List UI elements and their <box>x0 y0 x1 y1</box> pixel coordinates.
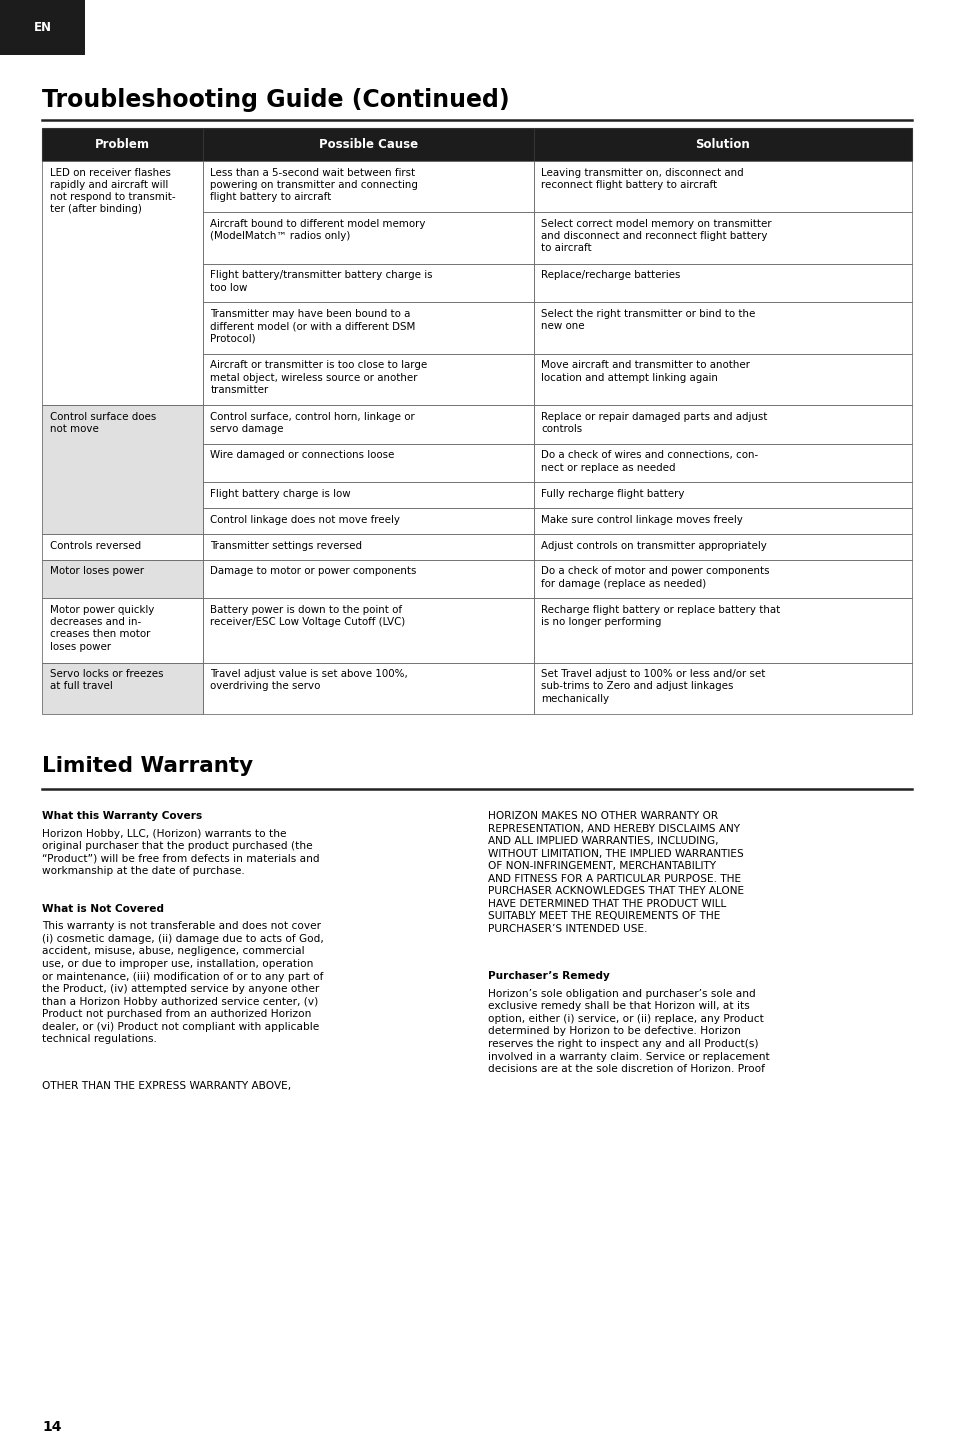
Bar <box>533 560 911 598</box>
Text: Flight battery charge is low: Flight battery charge is low <box>211 489 351 499</box>
Text: Possible Cause: Possible Cause <box>318 138 417 151</box>
Bar <box>42 128 203 161</box>
Bar <box>203 264 533 302</box>
Bar <box>533 302 911 354</box>
Text: Leaving transmitter on, disconnect and
reconnect flight battery to aircraft: Leaving transmitter on, disconnect and r… <box>540 167 743 190</box>
Bar <box>203 508 533 534</box>
Bar <box>203 560 533 598</box>
Text: 14: 14 <box>42 1420 61 1435</box>
Bar <box>533 161 911 212</box>
Bar <box>203 212 533 264</box>
Bar <box>533 212 911 264</box>
Bar <box>203 598 533 662</box>
Text: Less than a 5-second wait between first
powering on transmitter and connecting
f: Less than a 5-second wait between first … <box>211 167 417 202</box>
Text: Replace or repair damaged parts and adjust
controls: Replace or repair damaged parts and adju… <box>540 412 766 434</box>
Text: Controls reversed: Controls reversed <box>50 540 140 550</box>
Bar <box>533 598 911 662</box>
Text: Aircraft or transmitter is too close to large
metal object, wireless source or a: Aircraft or transmitter is too close to … <box>211 360 427 395</box>
Bar <box>0 0 85 55</box>
Bar <box>203 534 533 560</box>
Text: HORIZON MAKES NO OTHER WARRANTY OR
REPRESENTATION, AND HEREBY DISCLAIMS ANY
AND : HORIZON MAKES NO OTHER WARRANTY OR REPRE… <box>488 812 743 934</box>
Bar <box>203 482 533 508</box>
Text: OTHER THAN THE EXPRESS WARRANTY ABOVE,: OTHER THAN THE EXPRESS WARRANTY ABOVE, <box>42 1082 291 1092</box>
Text: Fully recharge flight battery: Fully recharge flight battery <box>540 489 684 499</box>
Bar <box>533 128 911 161</box>
Text: What this Warranty Covers: What this Warranty Covers <box>42 812 202 820</box>
Bar <box>533 534 911 560</box>
Text: Control surface does
not move: Control surface does not move <box>50 412 155 434</box>
Text: Replace/recharge batteries: Replace/recharge batteries <box>540 270 679 280</box>
Bar <box>203 302 533 354</box>
Text: Motor loses power: Motor loses power <box>50 566 144 576</box>
Bar <box>203 128 533 161</box>
Text: Control linkage does not move freely: Control linkage does not move freely <box>211 514 400 524</box>
Text: EN: EN <box>33 20 51 33</box>
Text: Transmitter may have been bound to a
different model (or with a different DSM
Pr: Transmitter may have been bound to a dif… <box>211 309 416 343</box>
Bar <box>533 444 911 482</box>
Bar <box>203 161 533 212</box>
Bar <box>203 662 533 714</box>
Text: Solution: Solution <box>695 138 749 151</box>
Text: Select correct model memory on transmitter
and disconnect and reconnect flight b: Select correct model memory on transmitt… <box>540 219 771 254</box>
Bar <box>533 354 911 405</box>
Text: Adjust controls on transmitter appropriately: Adjust controls on transmitter appropria… <box>540 540 766 550</box>
Text: Horizon Hobby, LLC, (Horizon) warrants to the
original purchaser that the produc: Horizon Hobby, LLC, (Horizon) warrants t… <box>42 829 319 877</box>
Text: Travel adjust value is set above 100%,
overdriving the servo: Travel adjust value is set above 100%, o… <box>211 669 408 691</box>
Bar <box>42 161 203 405</box>
Text: Wire damaged or connections loose: Wire damaged or connections loose <box>211 450 395 460</box>
Text: Troubleshooting Guide (Continued): Troubleshooting Guide (Continued) <box>42 89 509 112</box>
Text: Move aircraft and transmitter to another
location and attempt linking again: Move aircraft and transmitter to another… <box>540 360 749 382</box>
Text: Purchaser’s Remedy: Purchaser’s Remedy <box>488 971 609 982</box>
Text: Control surface, control horn, linkage or
servo damage: Control surface, control horn, linkage o… <box>211 412 415 434</box>
Text: Damage to motor or power components: Damage to motor or power components <box>211 566 416 576</box>
Bar <box>203 405 533 444</box>
Text: Do a check of wires and connections, con-
nect or replace as needed: Do a check of wires and connections, con… <box>540 450 758 472</box>
Bar <box>533 508 911 534</box>
Text: Limited Warranty: Limited Warranty <box>42 756 253 775</box>
Text: Make sure control linkage moves freely: Make sure control linkage moves freely <box>540 514 742 524</box>
Bar <box>533 662 911 714</box>
Text: Problem: Problem <box>95 138 150 151</box>
Bar <box>42 560 203 598</box>
Text: Recharge flight battery or replace battery that
is no longer performing: Recharge flight battery or replace batte… <box>540 605 780 627</box>
Text: Aircraft bound to different model memory
(ModelMatch™ radios only): Aircraft bound to different model memory… <box>211 219 425 241</box>
Text: Horizon’s sole obligation and purchaser’s sole and
exclusive remedy shall be tha: Horizon’s sole obligation and purchaser’… <box>488 989 769 1074</box>
Bar <box>203 444 533 482</box>
Text: Flight battery/transmitter battery charge is
too low: Flight battery/transmitter battery charg… <box>211 270 433 292</box>
Text: Set Travel adjust to 100% or less and/or set
sub-trims to Zero and adjust linkag: Set Travel adjust to 100% or less and/or… <box>540 669 764 704</box>
Text: Transmitter settings reversed: Transmitter settings reversed <box>211 540 362 550</box>
Bar <box>203 354 533 405</box>
Bar <box>42 405 203 534</box>
Bar <box>42 534 203 560</box>
Text: Battery power is down to the point of
receiver/ESC Low Voltage Cutoff (LVC): Battery power is down to the point of re… <box>211 605 405 627</box>
Bar <box>42 598 203 662</box>
Text: Do a check of motor and power components
for damage (replace as needed): Do a check of motor and power components… <box>540 566 769 588</box>
Bar <box>533 482 911 508</box>
Text: LED on receiver flashes
rapidly and aircraft will
not respond to transmit-
ter (: LED on receiver flashes rapidly and airc… <box>50 167 175 215</box>
Bar <box>42 662 203 714</box>
Bar <box>533 264 911 302</box>
Text: What is Not Covered: What is Not Covered <box>42 903 164 913</box>
Text: This warranty is not transferable and does not cover
(i) cosmetic damage, (ii) d: This warranty is not transferable and do… <box>42 922 323 1044</box>
Text: Motor power quickly
decreases and in-
creases then motor
loses power: Motor power quickly decreases and in- cr… <box>50 605 153 652</box>
Text: Select the right transmitter or bind to the
new one: Select the right transmitter or bind to … <box>540 309 755 331</box>
Text: Servo locks or freezes
at full travel: Servo locks or freezes at full travel <box>50 669 163 691</box>
Bar <box>533 405 911 444</box>
